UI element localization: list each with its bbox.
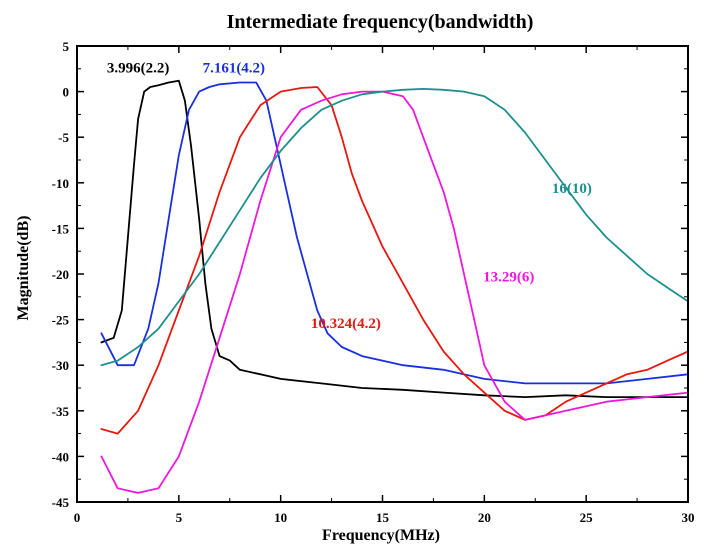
y-tick-label: -25 — [52, 313, 70, 328]
series-line-5 — [100, 88, 689, 367]
y-tick-label: -10 — [52, 176, 69, 191]
x-tick-label: 20 — [478, 510, 491, 525]
y-tick-label: -20 — [52, 267, 69, 282]
plot-frame — [76, 45, 689, 503]
y-axis-label: Magnitude(dB) — [15, 216, 32, 321]
series-line-1 — [100, 79, 689, 399]
x-tick-label: 5 — [176, 510, 183, 525]
y-tick-label: -30 — [52, 358, 69, 373]
y-tick-label: -5 — [58, 130, 69, 145]
y-tick-label: -45 — [52, 495, 70, 510]
x-tick-label: 30 — [682, 510, 695, 525]
x-tick-label: 10 — [274, 510, 287, 525]
x-tick-label: 15 — [376, 510, 390, 525]
chart-title: Intermediate frequency(bandwidth) — [227, 11, 534, 33]
annotations: 3.996(2.2) 7.161(4.2) 16(10) 13.29(6) 10.324… — [107, 60, 592, 331]
axes: 0 5 10 15 20 25 30 5 0 -5 -10 -15 -20 -25 -30 -35 -40 -45 — [52, 39, 695, 525]
series-annotation-4: 13.29(6) — [483, 269, 534, 285]
x-axis-label: Frequency(MHz) — [322, 527, 440, 544]
y-tick-label: -35 — [52, 404, 70, 419]
series-annotation-1: 3.996(2.2) — [107, 60, 170, 76]
series-annotation-2: 7.161(4.2) — [203, 60, 266, 76]
y-tick-label: -15 — [52, 221, 70, 236]
series-line-2 — [100, 81, 689, 385]
y-tick-label: -40 — [52, 449, 69, 464]
x-tick-label: 0 — [74, 510, 81, 525]
series-annotation-5: 10.324(4.2) — [311, 316, 381, 332]
series-annotation-3: 16(10) — [552, 181, 592, 197]
series-line-4 — [100, 90, 689, 494]
traces — [100, 79, 689, 494]
x-tick-label: 25 — [580, 510, 594, 525]
y-tick-label: 0 — [63, 85, 70, 100]
series-line-3 — [100, 86, 689, 435]
y-tick-label: 5 — [63, 39, 70, 54]
